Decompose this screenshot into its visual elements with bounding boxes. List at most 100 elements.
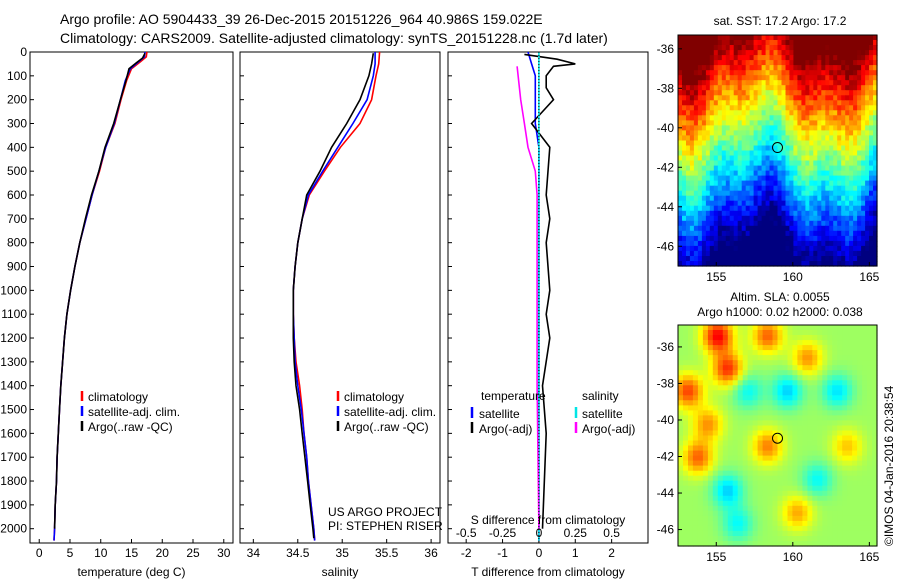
map-cell: [857, 500, 863, 507]
map-cell: [772, 390, 779, 396]
map-cell: [767, 410, 774, 416]
map-cell: [682, 135, 687, 141]
map-cell: [857, 140, 862, 147]
map-cell: [732, 435, 739, 442]
map-cell: [701, 235, 707, 242]
map-cell: [789, 120, 794, 126]
map-cell: [793, 125, 798, 131]
map-cell: [872, 435, 878, 442]
map-cell: [742, 375, 749, 381]
map-cell: [682, 160, 687, 167]
map-cell: [707, 365, 714, 371]
map-cell: [829, 240, 834, 247]
map-cell: [873, 225, 878, 232]
map-cell: [853, 125, 858, 131]
map-cell: [725, 90, 731, 96]
map-cell: [697, 230, 703, 237]
map-cell: [761, 210, 767, 217]
map-cell: [802, 415, 808, 421]
map-cell: [857, 360, 863, 366]
map-cell: [762, 335, 769, 341]
map-cell: [837, 145, 842, 152]
map-cell: [822, 510, 828, 517]
map-cell: [688, 390, 694, 396]
map-cell: [707, 355, 714, 361]
map-cell: [741, 210, 747, 217]
map-cell: [689, 115, 695, 121]
map-cell: [682, 35, 687, 41]
map-cell: [752, 445, 759, 452]
map-cell: [817, 195, 822, 202]
map-cell: [769, 110, 775, 116]
map-cell: [705, 75, 711, 81]
map-cell: [825, 80, 830, 86]
map-cell: [842, 541, 848, 547]
map-cell: [682, 195, 687, 202]
map-cell: [832, 475, 838, 482]
map-cell: [822, 325, 828, 331]
map-cell: [697, 220, 703, 227]
map-cell: [712, 505, 719, 512]
map-cell: [753, 155, 759, 162]
map-cell: [813, 35, 818, 41]
map-cell: [872, 335, 878, 341]
map-cell: [721, 70, 727, 76]
map-cell: [772, 435, 779, 442]
map-cell: [683, 365, 689, 371]
map-cell: [692, 335, 699, 341]
map-cell: [767, 370, 774, 376]
map-cell: [702, 445, 709, 452]
map-cell: [809, 110, 814, 116]
map-cell: [742, 370, 749, 376]
map-cell: [733, 170, 739, 177]
map-cell: [722, 350, 729, 356]
map-cell: [702, 330, 709, 336]
map-cell: [777, 90, 783, 96]
map-cell: [765, 240, 771, 247]
y-tick-label: 200: [7, 93, 27, 107]
map-cell: [729, 60, 735, 66]
map-cell: [842, 445, 848, 452]
map-cell: [765, 175, 771, 182]
map-cell: [809, 150, 814, 157]
map-cell: [781, 125, 787, 131]
map-cell: [809, 100, 814, 106]
map-cell: [841, 130, 846, 136]
map-cell: [753, 235, 759, 242]
map-cell: [872, 541, 878, 547]
map-cell: [769, 195, 775, 202]
map-cell: [777, 115, 783, 121]
map-cell: [781, 55, 787, 61]
map-cell: [807, 450, 813, 457]
map-cell: [689, 120, 695, 126]
map-cell: [773, 210, 779, 217]
map-cell: [722, 435, 729, 442]
map-cell: [789, 170, 794, 177]
map-cell: [709, 45, 715, 51]
map-cell: [861, 256, 866, 262]
map-cell: [785, 145, 791, 152]
map-cell: [852, 370, 858, 376]
map-cell: [683, 495, 689, 502]
map-cell: [733, 165, 739, 172]
map-y-tick-label: -46: [657, 239, 675, 253]
map-cell: [797, 160, 802, 167]
map-cell: [873, 115, 878, 121]
map-cell: [689, 165, 695, 172]
map-cell: [797, 180, 802, 187]
map-cell: [692, 460, 699, 467]
map-cell: [869, 220, 874, 227]
map-cell: [841, 155, 846, 162]
map-cell: [812, 415, 818, 421]
legend-label: Argo(..raw -QC): [344, 420, 429, 434]
map-cell: [692, 541, 699, 547]
map-cell: [701, 165, 707, 172]
map-cell: [737, 215, 743, 222]
map-cell: [747, 505, 754, 512]
map-cell: [782, 330, 789, 336]
map-cell: [702, 345, 709, 351]
map-cell: [777, 130, 783, 136]
map-cell: [709, 125, 715, 131]
map-cell: [717, 85, 723, 91]
map-cell: [862, 490, 868, 497]
